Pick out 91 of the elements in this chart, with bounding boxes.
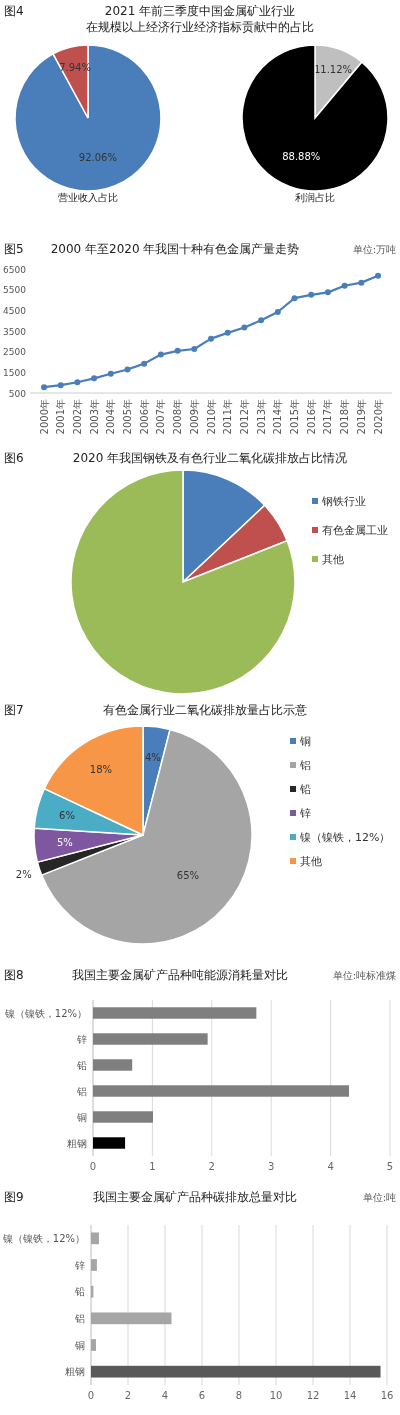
- x-tick-label: 2001年: [55, 399, 67, 435]
- text: 单位:万吨: [352, 244, 396, 255]
- caption: 图8: [4, 968, 24, 982]
- x-tick-label: 0: [87, 1390, 95, 1401]
- text: 2021 年前三季度中国金属矿业行业: [104, 4, 296, 18]
- x-tick-label: 3: [268, 1161, 275, 1172]
- x-tick-label: 4: [161, 1390, 169, 1401]
- x-tick-label: 2000年: [38, 399, 50, 435]
- chart-title: 2000 年至2020 年我国十种有色金属产量走势: [50, 242, 300, 256]
- y-tick-label: 镍（镍铁，12%）: [3, 1007, 87, 1019]
- x-tick-label: 6: [198, 1390, 206, 1401]
- data-label: 65%: [176, 869, 200, 881]
- data-label: 88.88%: [282, 150, 321, 162]
- y-tick-label: 粗钢: [65, 1366, 85, 1378]
- y-tick-label: 3500: [3, 326, 27, 337]
- x-tick-label: 1: [149, 1161, 156, 1172]
- chart-title: 我国主要金属矿产品种吨能源消耗量对比: [72, 968, 288, 982]
- y-tick-label: 铅: [74, 1286, 85, 1298]
- x-tick-label: 5: [386, 1161, 394, 1172]
- x-tick-label: 2020年: [372, 399, 384, 435]
- text: 利润占比: [295, 192, 335, 203]
- chart-title: 有色金属行业二氧化碳排放量占比示意: [103, 703, 307, 717]
- caption: 图9: [4, 1190, 24, 1204]
- y-tick-label: 铜: [74, 1339, 85, 1351]
- y-tick-label: 锌: [76, 1033, 87, 1045]
- legend-label: 有色金属工业: [322, 524, 388, 537]
- x-tick-label: 16: [380, 1390, 394, 1401]
- y-tick-label: 500: [8, 388, 27, 399]
- x-tick-label: 2007年: [155, 399, 167, 435]
- data-label: 4%: [144, 752, 161, 764]
- x-tick-label: 14: [343, 1390, 357, 1401]
- x-tick-label: 2002年: [71, 399, 83, 435]
- caption: 图7: [4, 703, 24, 717]
- legend-label: 其他: [322, 553, 344, 566]
- data-label: 5%: [56, 837, 73, 849]
- x-tick-label: 2016年: [305, 399, 317, 435]
- y-tick-label: 铅: [76, 1059, 87, 1071]
- legend-label: 钢铁行业: [321, 495, 366, 508]
- x-tick-label: 2006年: [138, 399, 150, 435]
- x-tick-label: 8: [235, 1390, 243, 1401]
- x-tick-label: 2005年: [122, 399, 133, 435]
- x-tick-label: 2008年: [172, 399, 184, 435]
- x-tick-label: 2018年: [339, 399, 351, 435]
- chart-title: 我国主要金属矿产品种碳排放总量对比: [93, 1190, 297, 1204]
- data-label: 92.06%: [78, 151, 117, 163]
- y-tick-label: 6500: [3, 264, 27, 275]
- y-tick-label: 2500: [3, 347, 27, 358]
- data-label: 11.12%: [313, 63, 353, 75]
- x-tick-label: 2: [208, 1161, 215, 1172]
- chart-title: 2020 年我国钢铁及有色行业二氧化碳排放占比情况: [72, 451, 348, 465]
- legend-label: 铅: [299, 783, 311, 796]
- legend-label: 镍（镍铁，12%）: [299, 831, 391, 844]
- text: 在规模以上经济行业经济指标贡献中的占比: [86, 20, 314, 34]
- y-tick-label: 4500: [3, 305, 27, 316]
- caption: 图5: [4, 242, 24, 256]
- x-tick-label: 10: [269, 1390, 283, 1401]
- x-tick-label: 0: [89, 1161, 97, 1172]
- data-label: 18%: [89, 763, 113, 775]
- x-tick-label: 12: [306, 1390, 320, 1401]
- legend-label: 铜: [299, 735, 311, 748]
- x-tick-label: 2013年: [255, 399, 267, 435]
- legend-label: 锌: [299, 807, 311, 820]
- x-tick-label: 2010年: [205, 399, 217, 435]
- x-tick-label: 2009年: [188, 399, 200, 435]
- x-tick-label: 2019年: [355, 399, 367, 435]
- y-tick-label: 铝: [76, 1085, 87, 1097]
- x-tick-label: 2014年: [272, 399, 284, 435]
- y-tick-label: 5500: [3, 285, 27, 296]
- legend-label: 其他: [300, 855, 322, 868]
- x-tick-label: 2012年: [238, 399, 250, 435]
- y-tick-label: 1500: [3, 367, 27, 378]
- x-tick-label: 2011年: [222, 399, 234, 435]
- y-tick-label: 铝: [74, 1312, 85, 1324]
- y-tick-label: 粗钢: [67, 1137, 87, 1149]
- x-tick-label: 4: [327, 1161, 334, 1172]
- y-tick-label: 镍（镍铁，12%）: [1, 1232, 85, 1244]
- caption: 图4: [4, 4, 24, 18]
- x-tick-label: 2: [124, 1390, 132, 1401]
- y-tick-label: 锌: [74, 1259, 85, 1271]
- x-tick-label: 2004年: [105, 399, 117, 435]
- x-tick-label: 2003年: [88, 399, 100, 435]
- text: 单位:吨: [362, 1192, 396, 1203]
- data-label: 6%: [59, 810, 75, 822]
- x-tick-label: 2017年: [322, 399, 334, 435]
- caption: 图6: [4, 451, 24, 465]
- y-tick-label: 铜: [76, 1111, 87, 1123]
- text: 营业收入占比: [58, 192, 118, 203]
- x-tick-label: 2015年: [289, 399, 300, 435]
- text: 单位:吨标准煤: [332, 970, 396, 981]
- data-label: 2%: [15, 868, 32, 880]
- legend-label: 铝: [299, 759, 311, 772]
